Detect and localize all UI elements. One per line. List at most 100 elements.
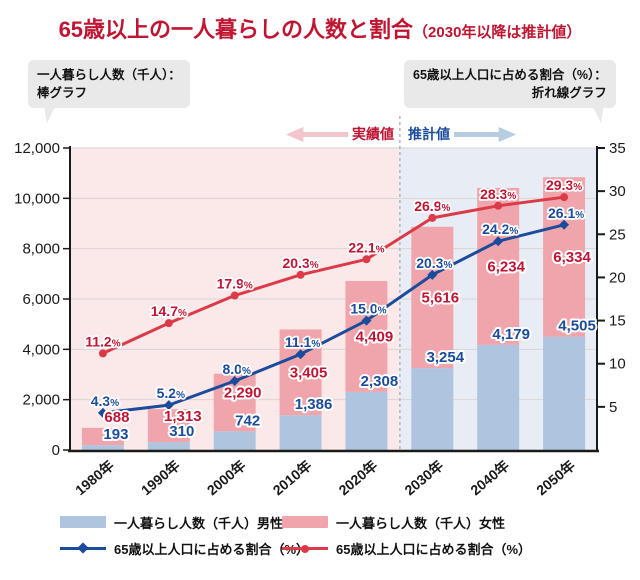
right-tick-label: 15 (609, 313, 626, 330)
male-percent-marker-diamond (427, 269, 438, 280)
x-axis-labels: 1980年 1990年 2000年 2010年 2020年 2030年 2040年 2050年 (72, 457, 578, 498)
left-tick-label: 2,000 (22, 392, 60, 409)
male-percent-marker-diamond (97, 407, 108, 418)
percent-labels: 11.2% 14.7% 17.9% 20.3% 22.1% 26.9% 28.3% 29.3%… (83, 175, 585, 410)
male-percent-label-2020年: 15.0% (350, 301, 386, 317)
female-percent-label-2010年: 20.3% (282, 255, 318, 271)
male-percent-marker-diamond (229, 375, 240, 386)
label-female-2050年: 6,334 (553, 249, 591, 266)
legend-swatch-male-bar (60, 516, 106, 528)
female-percent-marker-circle (494, 201, 503, 210)
label-female-1990年: 1,313 (164, 408, 202, 425)
right-tick-label: 35 (609, 140, 626, 157)
left-tick-label: 0 (52, 442, 60, 459)
projected-period-label: 推計値 (408, 126, 450, 142)
bar-male-1990年 (147, 442, 190, 450)
left-axis-ticks: 0 2,000 4,000 6,000 8,000 10,000 12,000 (14, 140, 70, 459)
label-male-2020年: 2,308 (361, 373, 399, 390)
male-percent-label-2010年: 11.1% (285, 334, 320, 350)
female-percent-marker-circle (230, 291, 239, 300)
bar-female-2040年 (477, 187, 520, 345)
label-female-2040年: 6,234 (487, 258, 525, 275)
male-percent-marker-diamond (295, 349, 306, 360)
female-percent-label-2040年: 28.3% (480, 186, 516, 202)
male-percent-label-2050年: 26.1% (548, 205, 584, 221)
bar-male-2030年 (411, 368, 454, 450)
actual-period-label: 実績値 (352, 126, 394, 142)
chart-svg: 0 2,000 4,000 6,000 8,000 10,000 12,000 5 10 15 20… (14, 116, 626, 498)
bar-female-1980年 (81, 427, 124, 446)
right-tick-label: 5 (609, 399, 617, 416)
left-tick-label: 12,000 (14, 140, 60, 157)
label-male-2050年: 4,505 (558, 318, 596, 335)
male-percent-label-2000年: 8.0% (223, 361, 251, 377)
female-percent-line (102, 195, 565, 355)
bars (81, 177, 586, 450)
x-label-1980年: 1980年 (72, 457, 117, 498)
bar-male-2000年 (213, 431, 256, 450)
left-tick-label: 4,000 (22, 341, 60, 358)
female-percent-marker-circle (164, 319, 173, 328)
callout-line-axis-line2: 折れ線グラフ (531, 86, 607, 101)
legend-swatch-female-line (282, 542, 328, 554)
female-percent-marker-circle (296, 270, 305, 279)
x-label-2030年: 2030年 (401, 457, 446, 498)
female-percent-label-2050年: 29.3% (546, 177, 582, 193)
bar-male-1980年 (81, 445, 124, 450)
legend-label-male-line: 65歳以上人口に占める割合（%） (114, 541, 310, 557)
bar-female-2020年 (345, 280, 388, 392)
right-tick-label: 25 (609, 226, 626, 243)
callout-line-axis: 65歳以上人口に占める割合（%）： 折れ線グラフ (404, 60, 616, 124)
legend-diamond-marker-icon (77, 542, 89, 554)
title-sub: （2030年以降は推計値） (413, 24, 582, 41)
x-label-1990年: 1990年 (138, 457, 183, 498)
male-percent-marker-diamond (493, 236, 504, 247)
bar-female-2030年 (411, 226, 454, 369)
x-label-2020年: 2020年 (335, 457, 380, 498)
callout-bar-axis-line1: 一人暮らし人数（千人）： (37, 68, 181, 82)
male-percent-label-2030年: 20.3% (416, 255, 452, 271)
male-percent-label-1990年: 5.2% (157, 385, 185, 401)
label-male-1980年: 193 (103, 426, 128, 443)
male-percent-label-2040年: 24.2% (482, 221, 518, 237)
left-tick-label: 10,000 (14, 190, 60, 207)
x-label-2010年: 2010年 (270, 457, 315, 498)
female-percent-marker-circle (428, 213, 437, 222)
female-percent-label-1990年: 14.7% (151, 303, 187, 319)
legend-swatch-male-line (60, 542, 106, 554)
x-label-2000年: 2000年 (204, 457, 249, 498)
male-percent-marker-diamond (361, 315, 372, 326)
bar-male-2050年 (543, 336, 586, 450)
bar-female-1990年 (147, 409, 190, 443)
male-percent-label-1980年: 4.3% (91, 393, 119, 409)
female-percent-marker-circle (362, 255, 371, 264)
legend-circle-marker-icon (301, 544, 309, 553)
bar-female-2050年 (543, 177, 586, 337)
female-percent-marker-circle (560, 193, 569, 202)
female-percent-label-2030年: 26.9% (414, 198, 450, 214)
bar-male-2040年 (477, 344, 520, 450)
male-percent-marker-diamond (163, 400, 174, 411)
right-tick-label: 20 (609, 269, 626, 286)
x-label-2050年: 2050年 (533, 457, 578, 498)
bar-male-2020年 (345, 391, 388, 450)
label-female-2030年: 5,616 (422, 289, 460, 306)
right-tick-label: 10 (609, 356, 626, 373)
label-female-1980年: 688 (104, 409, 129, 426)
legend-label-female-line: 65歳以上人口に占める割合（%） (336, 541, 532, 557)
callout-tail-icon (592, 107, 604, 124)
male-percent-marker-diamond (559, 219, 570, 230)
callout-tail-icon (44, 107, 55, 124)
label-female-2010年: 3,405 (290, 364, 328, 381)
legend-item-female-line: 65歳以上人口に占める割合（%） (282, 540, 532, 557)
legend-label-male-bar: 一人暮らし人数（千人）男性 (114, 515, 284, 531)
label-male-2040年: 4,179 (492, 326, 530, 343)
callout-bar-axis: 一人暮らし人数（千人）： 棒グラフ (28, 60, 190, 124)
bar-male-2010年 (279, 415, 322, 450)
label-male-2030年: 3,254 (427, 349, 465, 366)
legend-label-female-bar: 一人暮らし人数（千人）女性 (336, 515, 506, 531)
page-title: 65歳以上の一人暮らしの人数と割合（2030年以降は推計値） (0, 12, 640, 44)
legend-item-male-bar: 一人暮らし人数（千人）男性 (60, 514, 284, 531)
